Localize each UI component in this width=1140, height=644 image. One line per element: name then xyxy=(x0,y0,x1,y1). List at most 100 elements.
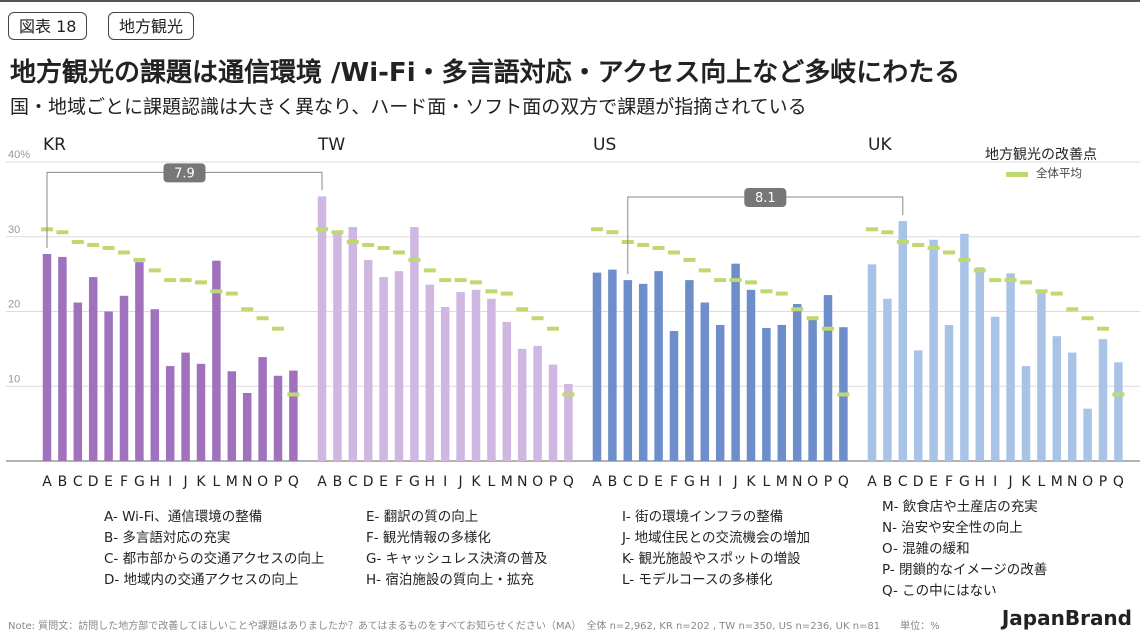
bar-kr-i xyxy=(165,366,175,461)
average-marker-kr-c xyxy=(71,239,84,244)
x-tick-label: D xyxy=(363,474,374,490)
x-tick-label: G xyxy=(684,474,695,490)
bar-uk-e xyxy=(929,239,938,461)
average-marker-tw-i xyxy=(439,278,452,283)
x-tick-label: M xyxy=(226,474,238,490)
category-legend-item: G- キャッシュレス決済の普及 xyxy=(366,551,548,567)
x-tick-label: E xyxy=(654,474,663,490)
bar-uk-i xyxy=(990,316,1000,461)
bar-us-l xyxy=(762,327,771,461)
bar-kr-o xyxy=(258,357,267,461)
x-tick-label: B xyxy=(883,474,893,490)
x-tick-label: K xyxy=(196,474,206,490)
average-marker-kr-e xyxy=(102,245,115,250)
bar-tw-h xyxy=(425,284,435,461)
x-tick-label: G xyxy=(959,474,970,490)
topic-tag: 地方観光 xyxy=(108,12,195,40)
bar-us-a xyxy=(592,272,602,461)
x-tick-label: C xyxy=(623,474,633,490)
x-tick-label: D xyxy=(88,474,99,490)
x-tick-label: Q xyxy=(1113,474,1124,490)
category-legend-item: H- 宿泊施設の質向上・拡充 xyxy=(366,572,534,588)
bar-tw-e xyxy=(379,277,388,461)
x-tick-label: Q xyxy=(563,474,574,490)
x-tick-label: B xyxy=(58,474,68,490)
x-tick-label: P xyxy=(274,474,282,490)
average-marker-tw-h xyxy=(423,268,436,273)
bar-kr-b xyxy=(58,256,67,461)
bar-uk-q xyxy=(1114,362,1123,461)
x-tick-label: E xyxy=(379,474,388,490)
bar-tw-f xyxy=(394,271,404,461)
bar-uk-p xyxy=(1098,339,1108,461)
x-tick-label: N xyxy=(517,474,527,490)
y-tick-label: 40% xyxy=(8,149,30,161)
x-tick-label: B xyxy=(333,474,343,490)
x-tick-label: O xyxy=(532,474,543,490)
average-marker-uk-e xyxy=(927,245,940,250)
average-marker-uk-k xyxy=(1020,280,1032,285)
bar-us-g xyxy=(685,280,694,461)
average-marker-uk-d xyxy=(912,242,925,247)
legend-average-label: 全体平均 xyxy=(1036,166,1082,180)
average-marker-uk-g xyxy=(958,257,971,262)
panel-label-us: US xyxy=(593,135,616,155)
bar-us-k xyxy=(746,289,756,461)
legend-average-swatch xyxy=(1006,172,1028,177)
category-legend-item: M- 飲食店や土産店の充実 xyxy=(882,499,1038,515)
average-marker-kr-d xyxy=(87,242,100,247)
average-marker-tw-e xyxy=(377,245,390,250)
chart-subtitle: 国・地域ごとに課題認識は大きく異なり、ハード面・ソフト面の双方で課題が指摘されて… xyxy=(10,96,807,118)
x-tick-label: I xyxy=(443,474,447,490)
y-tick-label: 30 xyxy=(8,224,20,236)
bar-kr-m xyxy=(227,371,237,461)
bar-kr-p xyxy=(273,375,283,461)
x-tick-label: F xyxy=(670,474,678,490)
average-marker-kr-b xyxy=(56,230,69,235)
average-marker-us-n xyxy=(791,307,804,312)
panel-label-uk: UK xyxy=(868,135,892,155)
bar-tw-l xyxy=(487,298,496,461)
bar-uk-b xyxy=(883,298,892,461)
x-tick-label: L xyxy=(1037,474,1045,490)
x-tick-label: F xyxy=(945,474,953,490)
bar-us-o xyxy=(808,318,817,461)
x-tick-label: A xyxy=(42,474,52,490)
bar-tw-j xyxy=(456,292,465,461)
category-legend-col-4: M- 飲食店や土産店の充実 N- 治安や安全性の向上 O- 混雑の緩和 P- 閉… xyxy=(882,497,1047,602)
average-marker-us-g xyxy=(683,257,696,262)
x-tick-label: F xyxy=(120,474,128,490)
category-legend-item: Q- この中にはない xyxy=(882,583,997,599)
x-tick-label: J xyxy=(1008,474,1013,490)
average-marker-us-l xyxy=(760,289,773,294)
bar-us-n xyxy=(792,304,802,461)
x-tick-label: O xyxy=(807,474,818,490)
average-marker-kr-o xyxy=(256,316,269,321)
bar-us-h xyxy=(700,302,710,461)
category-legend-item: B- 多言語対応の充実 xyxy=(104,530,231,546)
average-marker-uk-b xyxy=(881,230,894,235)
bar-kr-k xyxy=(196,363,206,461)
average-marker-kr-k xyxy=(195,280,207,285)
bar-uk-a xyxy=(867,264,877,461)
bar-us-d xyxy=(638,283,648,461)
average-marker-kr-n xyxy=(241,307,254,312)
x-tick-label: N xyxy=(792,474,802,490)
x-tick-label: B xyxy=(608,474,618,490)
x-tick-label: E xyxy=(104,474,113,490)
bar-tw-c xyxy=(348,227,358,461)
category-legend-col-2: E- 翻訳の質の向上 F- 観光情報の多様化 G- キャッシュレス決済の普及 H… xyxy=(366,507,547,591)
average-marker-us-m xyxy=(775,291,788,296)
figure-number-tag: 図表 18 xyxy=(8,12,88,40)
bar-uk-l xyxy=(1037,289,1046,461)
average-marker-us-h xyxy=(698,268,711,273)
callout-label: 8.1 xyxy=(755,191,776,206)
x-tick-label: L xyxy=(212,474,220,490)
x-tick-label: J xyxy=(458,474,463,490)
average-marker-tw-j xyxy=(454,278,467,283)
x-tick-label: O xyxy=(1082,474,1093,490)
category-legend-item: D- 地域内の交通アクセスの向上 xyxy=(104,572,299,588)
category-legend-item: N- 治安や安全性の向上 xyxy=(882,520,1023,536)
bar-uk-c xyxy=(898,221,908,461)
